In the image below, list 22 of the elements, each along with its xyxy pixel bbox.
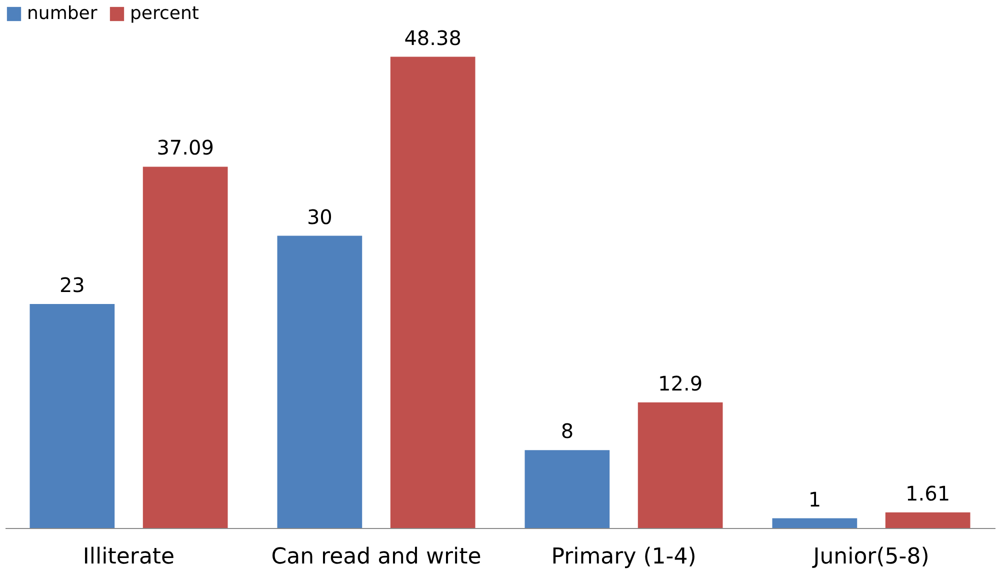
bar — [638, 402, 723, 528]
bar — [885, 512, 970, 528]
data-label: 37.09 — [156, 136, 214, 160]
x-tick-label: Junior(5-8) — [811, 544, 930, 570]
legend-label: number — [27, 3, 98, 24]
data-label: 30 — [306, 204, 332, 229]
data-label: 23 — [59, 272, 85, 297]
bar — [524, 450, 610, 528]
data-label: 12.9 — [658, 371, 703, 396]
x-tick-label: Primary (1-4) — [551, 544, 696, 570]
bar — [30, 304, 115, 528]
x-tick-label: Can read and write — [271, 544, 482, 570]
x-tick-label: Illiterate — [82, 544, 175, 570]
bar — [390, 56, 476, 528]
legend-label: percent — [130, 3, 199, 24]
bar — [277, 236, 362, 528]
data-label: 48.38 — [404, 26, 462, 50]
data-label: 1 — [808, 487, 822, 512]
bar — [772, 518, 858, 528]
data-label: 8 — [560, 419, 574, 444]
data-label: 1.61 — [906, 481, 950, 506]
bar — [142, 166, 228, 528]
